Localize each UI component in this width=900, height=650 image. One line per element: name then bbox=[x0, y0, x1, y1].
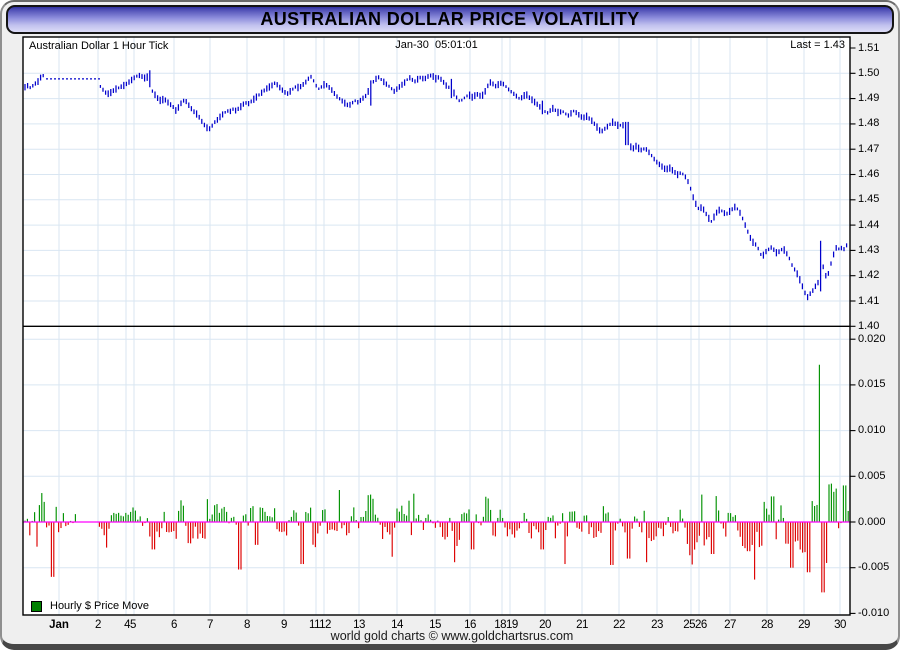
y-tick-label: 1.42 bbox=[858, 269, 880, 282]
x-tick-label: 30 bbox=[834, 619, 846, 631]
y-tick-label: -0.005 bbox=[858, 561, 890, 574]
y-tick-label: 1.41 bbox=[858, 294, 880, 307]
x-tick-label: 6 bbox=[171, 619, 177, 631]
y-tick-label: 0.015 bbox=[858, 378, 886, 391]
x-tick-label: 9 bbox=[281, 619, 287, 631]
x-tick-label: 16 bbox=[464, 619, 476, 631]
y-tick-label: -0.010 bbox=[858, 606, 890, 619]
x-tick-label: 1819 bbox=[494, 619, 518, 631]
x-tick-label: 20 bbox=[539, 619, 551, 631]
x-tick-label: 45 bbox=[124, 619, 136, 631]
y-tick-label: 1.43 bbox=[858, 243, 880, 256]
legend: Hourly $ Price Move bbox=[31, 600, 149, 612]
y-tick-label: 1.44 bbox=[858, 218, 880, 231]
y-tick-label: 0.010 bbox=[858, 424, 886, 437]
title-bar: AUSTRALIAN DOLLAR PRICE VOLATILITY bbox=[6, 5, 894, 34]
y-tick-label: 0.020 bbox=[858, 332, 886, 345]
y-tick-label: 1.45 bbox=[858, 193, 880, 206]
chart-subtitle: Australian Dollar 1 Hour Tick bbox=[29, 40, 169, 52]
x-tick-label: 22 bbox=[613, 619, 625, 631]
x-tick-label: 7 bbox=[207, 619, 213, 631]
x-tick-label: 14 bbox=[391, 619, 403, 631]
legend-swatch-icon bbox=[31, 600, 42, 612]
x-tick-label: 28 bbox=[761, 619, 773, 631]
y-tick-label: 0.005 bbox=[858, 469, 886, 482]
y-tick-label: 0.000 bbox=[858, 515, 886, 528]
plot-area[interactable] bbox=[23, 37, 850, 615]
chart-timestamp: Jan-30 05:01:01 bbox=[395, 39, 478, 51]
x-tick-label: 13 bbox=[353, 619, 365, 631]
footer-credit: world gold charts © www.goldchartsrus.co… bbox=[330, 629, 574, 643]
x-tick-label: 2526 bbox=[683, 619, 707, 631]
legend-label: Hourly $ Price Move bbox=[50, 600, 150, 612]
last-price-label: Last = 1.43 bbox=[790, 39, 845, 51]
x-tick-label: 29 bbox=[798, 619, 810, 631]
x-tick-label: 1112 bbox=[309, 619, 331, 631]
y-tick-label: 1.51 bbox=[858, 41, 880, 54]
plot-border bbox=[22, 36, 851, 616]
y-tick-label: 1.50 bbox=[858, 66, 880, 79]
x-tick-label: Jan bbox=[49, 619, 69, 631]
x-tick-label: 23 bbox=[651, 619, 663, 631]
x-tick-label: 15 bbox=[429, 619, 441, 631]
y-tick-label: 1.40 bbox=[858, 319, 880, 332]
page-title: AUSTRALIAN DOLLAR PRICE VOLATILITY bbox=[260, 9, 640, 29]
y-tick-label: 1.47 bbox=[858, 142, 880, 155]
x-tick-label: 2 bbox=[95, 619, 101, 631]
y-tick-label: 1.46 bbox=[858, 168, 880, 180]
y-tick-label: 1.48 bbox=[858, 117, 880, 130]
x-tick-label: 27 bbox=[724, 619, 736, 631]
y-tick-label: 1.49 bbox=[858, 92, 880, 105]
x-tick-label: 8 bbox=[244, 619, 250, 631]
x-tick-label: 21 bbox=[576, 619, 588, 631]
